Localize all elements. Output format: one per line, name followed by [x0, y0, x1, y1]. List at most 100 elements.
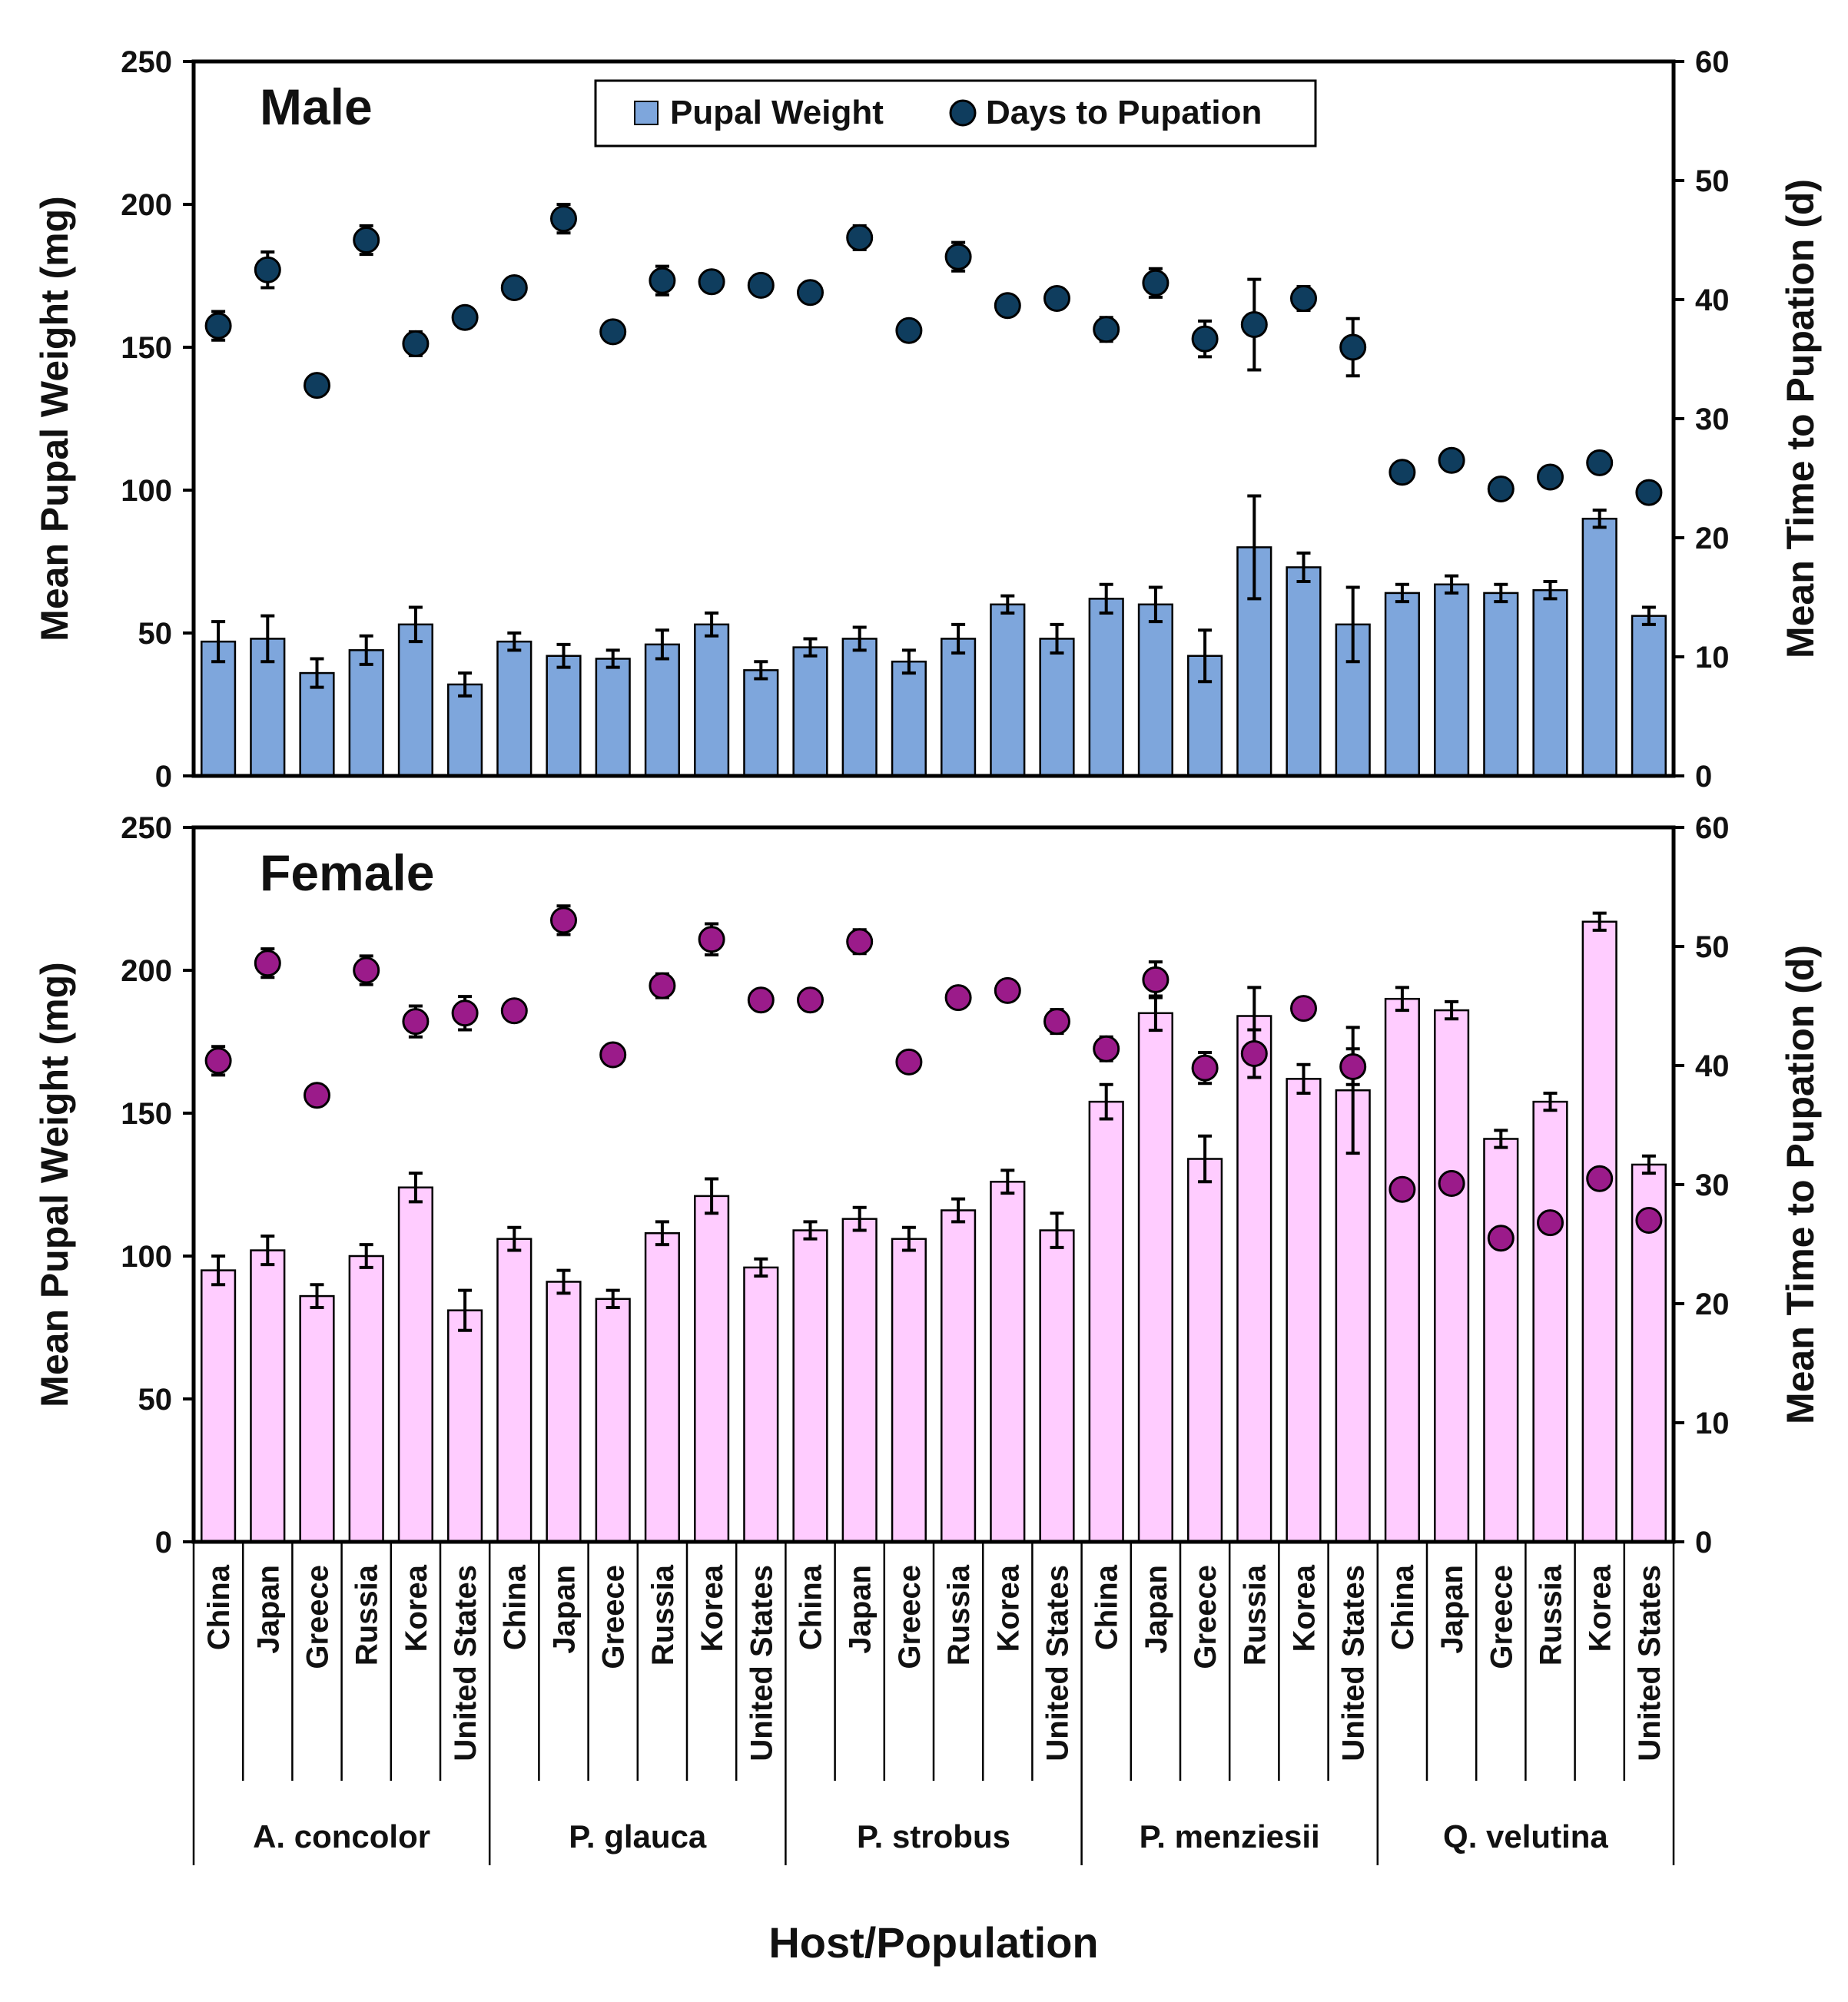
population-label: Russia [1534, 1564, 1568, 1666]
days-point [1093, 1035, 1120, 1062]
panel-title: Female [260, 844, 434, 901]
days-point [1388, 459, 1416, 486]
days-point [994, 976, 1021, 1004]
weight-bar [941, 1209, 977, 1543]
left-axis-tick-label: 100 [121, 1240, 172, 1274]
days-point [1438, 1169, 1465, 1197]
weight-bar [743, 669, 779, 777]
population-label: Russia [1238, 1564, 1272, 1666]
right-axis-title: Mean Time to Pupation (d) [1779, 945, 1822, 1424]
right-axis-tick-label: 20 [1695, 1288, 1730, 1321]
weight-bar [792, 1229, 828, 1543]
population-label: Japan [1140, 1565, 1173, 1654]
population-label: Japan [1435, 1565, 1469, 1654]
days-point [1487, 1225, 1515, 1252]
weight-bar [792, 646, 828, 777]
weight-bar [841, 638, 878, 777]
right-axis-tick-label: 40 [1695, 283, 1730, 317]
weight-bar [447, 1309, 483, 1543]
weight-bar [743, 1266, 779, 1543]
left-axis-title: Mean Pupal Weight (mg) [33, 962, 76, 1407]
right-axis-tick-label: 40 [1695, 1049, 1730, 1083]
weight-bar [1631, 615, 1667, 777]
weight-bar [644, 1231, 680, 1543]
weight-bar [1137, 1012, 1173, 1543]
weight-bar [1384, 592, 1420, 777]
weight-bar [694, 623, 730, 777]
days-point [994, 292, 1021, 320]
weight-bar [1581, 517, 1617, 777]
population-label: China [1386, 1564, 1420, 1650]
days-point [1290, 995, 1317, 1023]
population-label: Korea [991, 1564, 1025, 1652]
x-axis-title: Host/Population [768, 1918, 1098, 1967]
panel-title: Male [260, 78, 373, 135]
weight-bar [201, 1269, 237, 1543]
right-axis-tick-label: 60 [1695, 811, 1730, 845]
population-label: Greece [597, 1565, 631, 1669]
days-point [698, 268, 725, 296]
population-label: Korea [695, 1564, 729, 1652]
right-axis-tick-label: 0 [1695, 760, 1712, 794]
population-label: China [498, 1564, 532, 1650]
legend-bar-swatch [634, 101, 659, 125]
days-point [895, 1048, 923, 1076]
weight-bar [496, 640, 533, 777]
right-axis-title: Mean Time to Pupation (d) [1779, 179, 1822, 658]
days-point [451, 303, 479, 331]
population-label: United States [1633, 1565, 1667, 1762]
weight-bar [1039, 1229, 1075, 1543]
weight-bar [1434, 583, 1470, 777]
days-point [1388, 1175, 1416, 1203]
host-label: P. glauca [569, 1818, 707, 1855]
weight-bar [990, 1181, 1026, 1543]
days-point [599, 1041, 627, 1069]
days-point [1586, 1165, 1614, 1192]
weight-bar [1088, 1100, 1124, 1543]
right-axis-tick-label: 20 [1695, 522, 1730, 555]
population-label: Korea [1288, 1564, 1322, 1652]
days-point [254, 256, 281, 283]
days-point [1487, 475, 1515, 502]
right-axis-tick-label: 30 [1695, 1168, 1730, 1202]
host-label: P. menziesii [1140, 1818, 1320, 1855]
days-point [1142, 269, 1170, 297]
weight-bar [1532, 1100, 1568, 1543]
left-axis-tick-label: 0 [155, 1526, 172, 1560]
days-point [1537, 463, 1564, 491]
population-label: Greece [1189, 1565, 1223, 1669]
right-axis-tick-label: 10 [1695, 1407, 1730, 1440]
days-point [649, 267, 676, 294]
left-axis-tick-label: 100 [121, 474, 172, 508]
days-point [698, 926, 725, 953]
left-axis-tick-label: 250 [121, 45, 172, 79]
host-label: P. strobus [857, 1818, 1010, 1855]
weight-bar [397, 623, 433, 777]
days-point [846, 928, 874, 956]
days-point [1537, 1209, 1564, 1237]
days-point [1339, 333, 1367, 361]
right-axis-tick-label: 30 [1695, 403, 1730, 436]
weight-bar [941, 638, 977, 777]
weight-bar [1137, 603, 1173, 777]
weight-bar [891, 1238, 927, 1543]
left-axis-tick-label: 250 [121, 811, 172, 845]
days-point [1635, 1207, 1663, 1234]
days-point [1339, 1053, 1367, 1081]
days-point [599, 318, 627, 346]
left-axis-tick-label: 200 [121, 954, 172, 988]
weight-bar [201, 640, 237, 777]
left-axis-title: Mean Pupal Weight (mg) [33, 196, 76, 641]
left-axis-tick-label: 0 [155, 760, 172, 794]
left-axis-tick-label: 50 [138, 617, 173, 651]
weight-bar [891, 660, 927, 777]
population-label: China [1090, 1564, 1124, 1650]
days-point [304, 372, 330, 399]
days-point [451, 999, 479, 1027]
days-point [304, 1082, 330, 1109]
population-label: United States [449, 1565, 483, 1762]
days-point [353, 956, 380, 984]
population-label: China [795, 1564, 828, 1650]
weight-bar [299, 671, 335, 777]
